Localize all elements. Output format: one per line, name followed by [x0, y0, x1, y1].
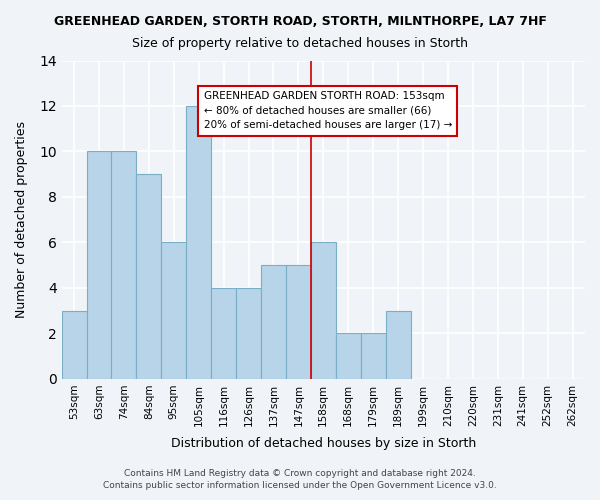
Bar	[361, 334, 386, 379]
Bar	[161, 242, 186, 379]
Y-axis label: Number of detached properties: Number of detached properties	[15, 121, 28, 318]
Bar	[261, 265, 286, 379]
Text: Size of property relative to detached houses in Storth: Size of property relative to detached ho…	[132, 38, 468, 51]
Bar	[136, 174, 161, 379]
Bar	[211, 288, 236, 379]
Bar	[286, 265, 311, 379]
Bar	[62, 310, 86, 379]
Text: GREENHEAD GARDEN STORTH ROAD: 153sqm
← 80% of detached houses are smaller (66)
2: GREENHEAD GARDEN STORTH ROAD: 153sqm ← 8…	[203, 90, 452, 130]
Bar	[186, 106, 211, 379]
Bar	[86, 152, 112, 379]
Bar	[311, 242, 336, 379]
Bar	[386, 310, 410, 379]
X-axis label: Distribution of detached houses by size in Storth: Distribution of detached houses by size …	[170, 437, 476, 450]
Text: GREENHEAD GARDEN, STORTH ROAD, STORTH, MILNTHORPE, LA7 7HF: GREENHEAD GARDEN, STORTH ROAD, STORTH, M…	[53, 15, 547, 28]
Text: Contains HM Land Registry data © Crown copyright and database right 2024.
Contai: Contains HM Land Registry data © Crown c…	[103, 468, 497, 490]
Bar	[112, 152, 136, 379]
Bar	[336, 334, 361, 379]
Bar	[236, 288, 261, 379]
